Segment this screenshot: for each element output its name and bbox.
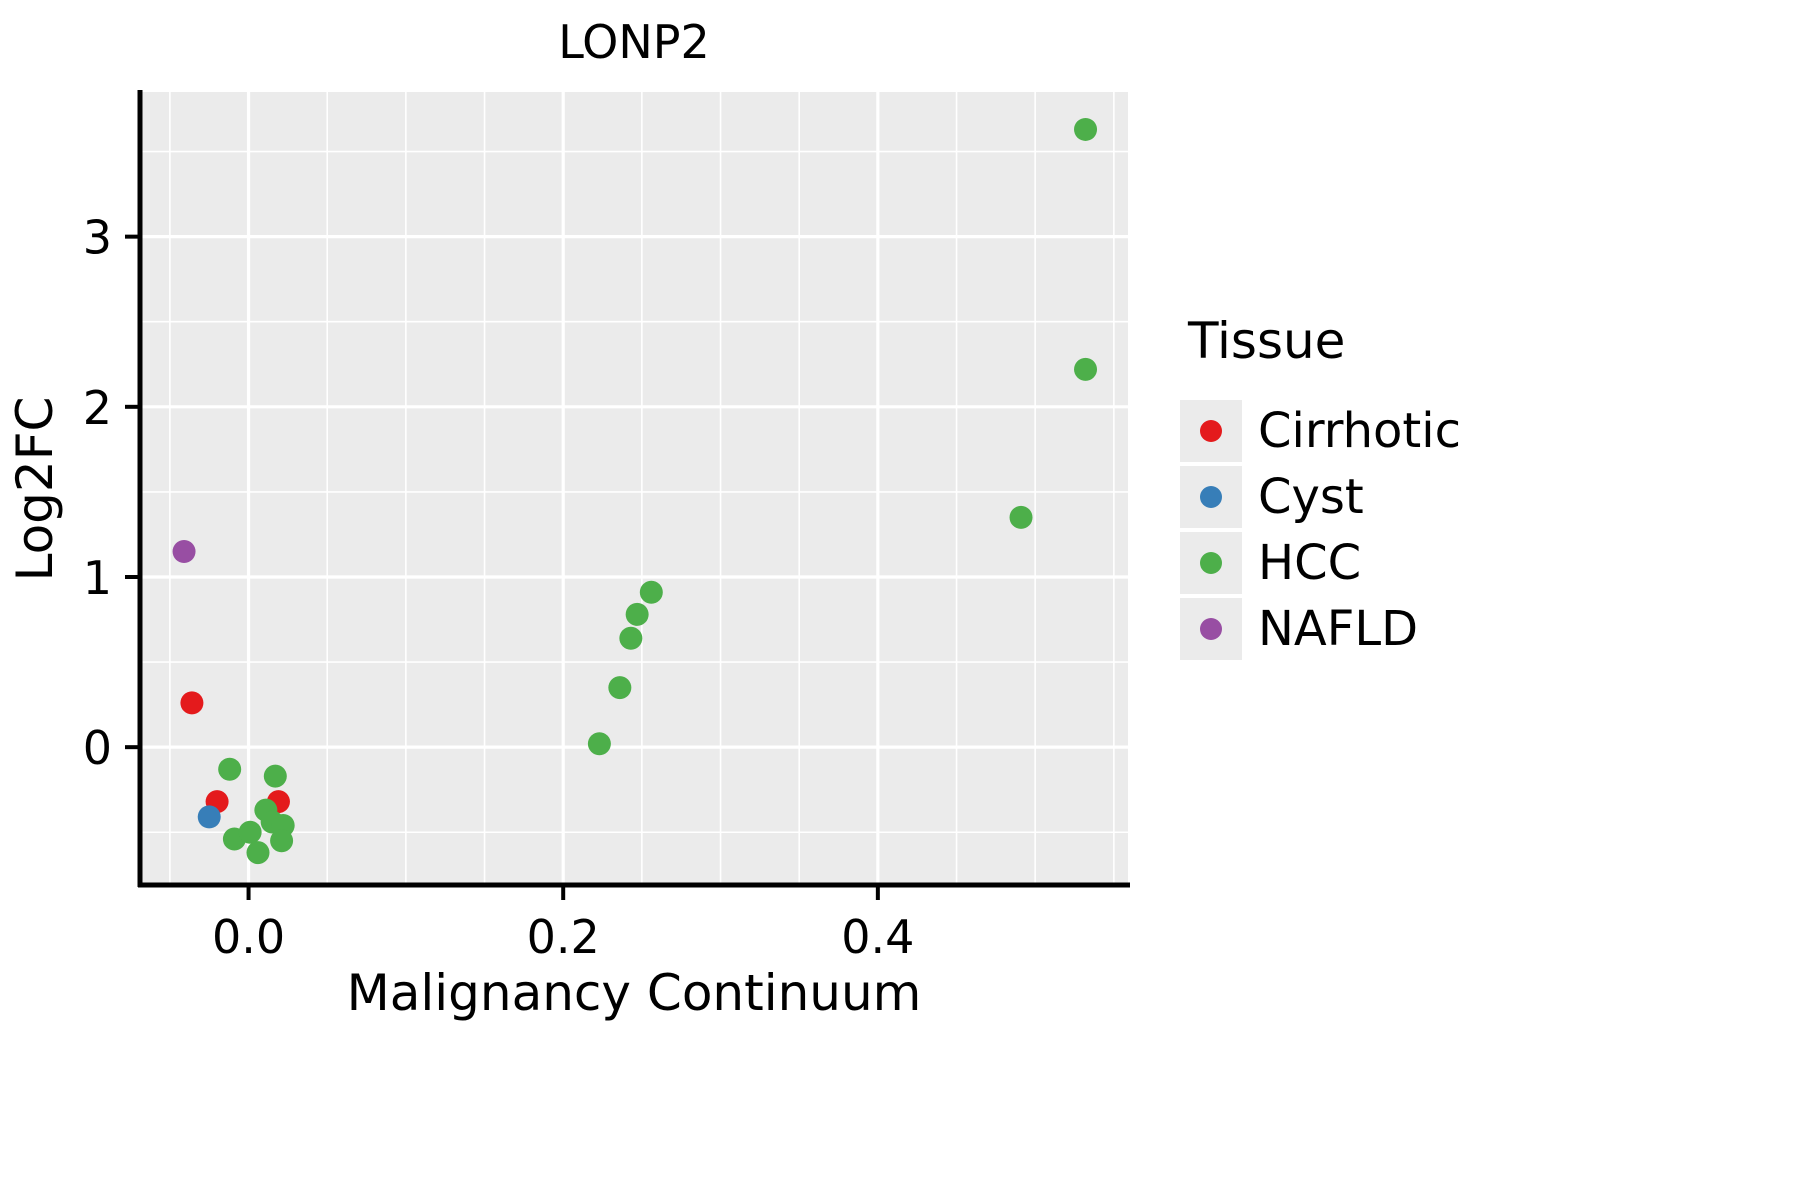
- data-point-hcc: [263, 764, 287, 788]
- legend-label: NAFLD: [1258, 601, 1419, 657]
- data-point-cyst: [197, 805, 221, 829]
- data-point-hcc: [639, 580, 663, 604]
- data-point-hcc: [238, 820, 262, 844]
- x-tick-label: 0.2: [527, 910, 600, 964]
- legend-label: Cyst: [1258, 469, 1364, 525]
- legend-key: [1180, 598, 1242, 660]
- data-point-hcc: [608, 676, 632, 700]
- data-point-hcc: [587, 732, 611, 756]
- legend-key: [1180, 400, 1242, 462]
- legend-item-cyst: Cyst: [1180, 464, 1461, 530]
- data-point-nafld: [172, 539, 196, 563]
- data-point-hcc: [218, 757, 242, 781]
- y-tick-label: 1: [83, 551, 112, 605]
- legend-label: HCC: [1258, 535, 1362, 591]
- chart-title: LONP2: [558, 15, 710, 69]
- cirrhotic-dot-icon: [1200, 420, 1222, 442]
- y-axis-title: Log2FC: [6, 397, 64, 582]
- data-point-hcc: [1009, 505, 1033, 529]
- legend: Tissue Cirrhotic Cyst HCC NAFLD: [1180, 312, 1461, 662]
- nafld-dot-icon: [1200, 618, 1222, 640]
- legend-item-cirrhotic: Cirrhotic: [1180, 398, 1461, 464]
- x-tick-label: 0.0: [212, 910, 285, 964]
- y-tick-label: 3: [83, 211, 112, 265]
- y-tick-label: 2: [83, 381, 112, 435]
- axis-tick-labels: 0.0 0.2 0.4 0 1 2 3: [83, 211, 915, 964]
- legend-item-nafld: NAFLD: [1180, 596, 1461, 662]
- hcc-dot-icon: [1200, 552, 1222, 574]
- panel-background: [140, 92, 1128, 885]
- y-tick-label: 0: [83, 721, 112, 775]
- data-point-hcc: [1074, 117, 1098, 141]
- data-point-cirrhotic: [180, 691, 204, 715]
- data-point-hcc: [270, 829, 294, 853]
- legend-key: [1180, 466, 1242, 528]
- data-point-hcc: [619, 626, 643, 650]
- x-tick-label: 0.4: [841, 910, 914, 964]
- x-axis-title: Malignancy Continuum: [347, 964, 922, 1022]
- data-point-hcc: [625, 602, 649, 626]
- legend-key: [1180, 532, 1242, 594]
- plot-panel: [125, 90, 1130, 900]
- legend-label: Cirrhotic: [1258, 403, 1461, 459]
- cyst-dot-icon: [1200, 486, 1222, 508]
- data-point-hcc: [246, 841, 270, 865]
- legend-title: Tissue: [1188, 312, 1346, 370]
- legend-item-hcc: HCC: [1180, 530, 1461, 596]
- data-point-hcc: [1074, 357, 1098, 381]
